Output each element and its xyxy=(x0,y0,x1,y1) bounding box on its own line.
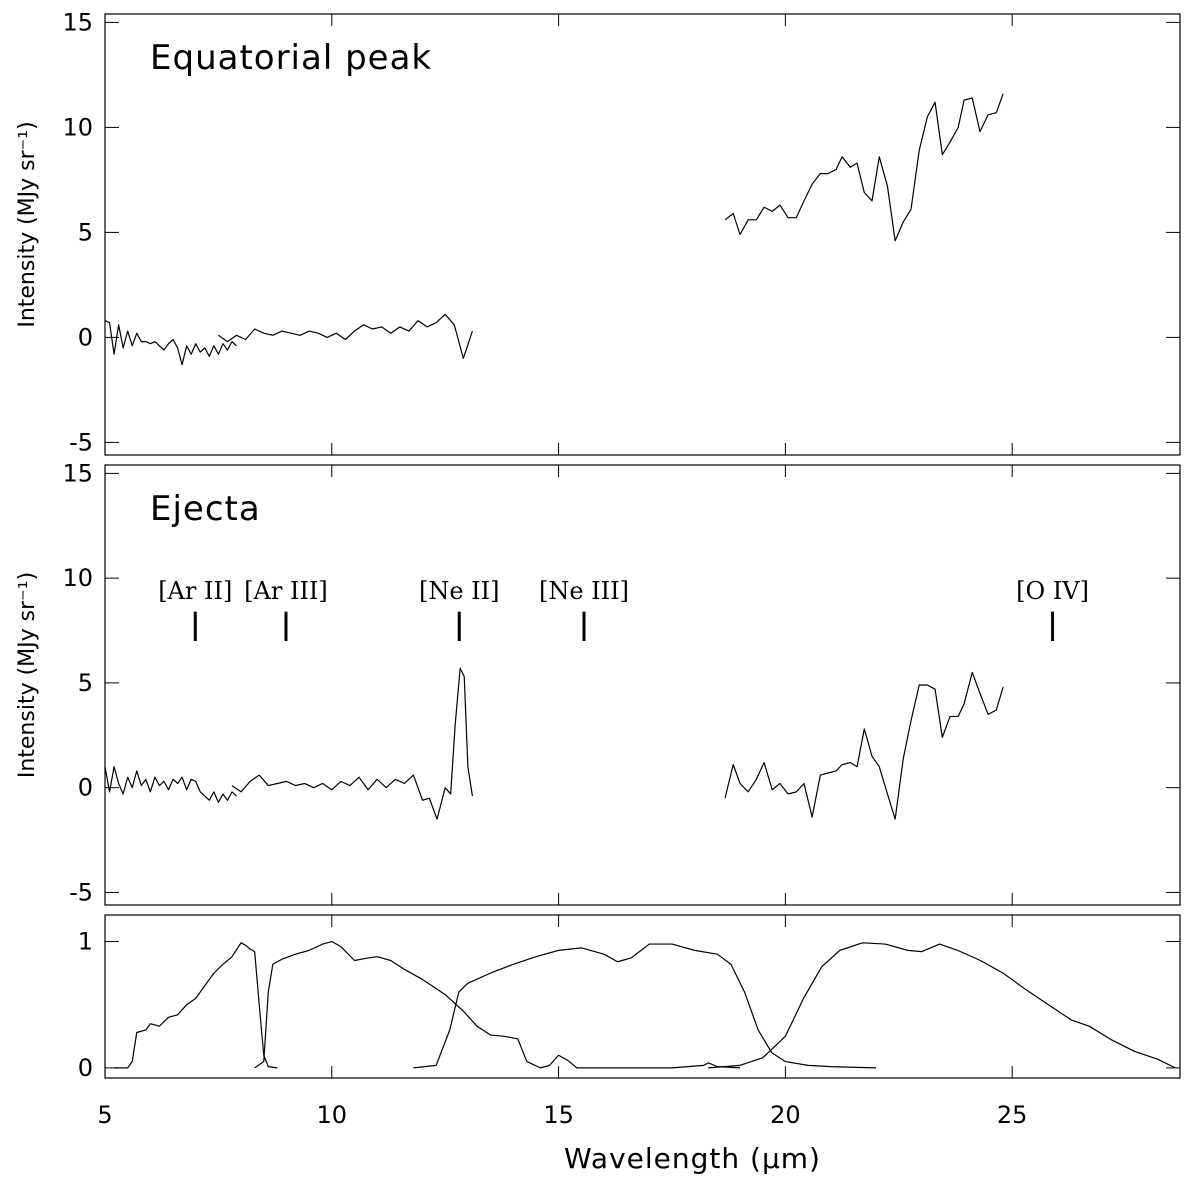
line-label: [Ne III] xyxy=(539,577,629,605)
series-line xyxy=(114,942,278,1069)
series-line xyxy=(724,93,1004,242)
x-tick-label: 5 xyxy=(97,1101,112,1129)
x-tick-label: 15 xyxy=(543,1101,574,1129)
panel-title: Ejecta xyxy=(150,489,261,529)
series-line xyxy=(104,320,237,366)
y-tick-label: -5 xyxy=(69,428,93,456)
series-line xyxy=(104,766,237,803)
series-line xyxy=(708,942,1176,1069)
x-tick-label: 20 xyxy=(770,1101,801,1129)
y-tick-label: 5 xyxy=(78,669,93,697)
y-tick-label: 0 xyxy=(78,774,93,802)
y-tick-label: 10 xyxy=(62,113,93,141)
line-label: [Ar III] xyxy=(244,577,328,605)
y-axis-label: Intensity (MJy sr⁻¹) xyxy=(15,121,40,327)
series-line xyxy=(254,940,741,1069)
panel: 5 10 15 20 25 0 1 Wavelength (μm) xyxy=(78,914,1181,1175)
series-line xyxy=(218,313,473,359)
panel: -5 0 5 10 15 Equatorial peak Intensity (MJy sr… xyxy=(15,8,1181,456)
x-axis-label: Wavelength (μm) xyxy=(564,1142,821,1175)
plot-frame xyxy=(104,13,1181,456)
x-tick-label: 25 xyxy=(997,1101,1028,1129)
series-line xyxy=(724,671,1004,820)
line-label: [Ne II] xyxy=(419,577,500,605)
y-tick-label: 0 xyxy=(78,1054,93,1082)
series-line xyxy=(231,667,474,820)
y-tick-label: 15 xyxy=(62,459,93,487)
panel-title: Equatorial peak xyxy=(150,38,432,78)
y-tick-label: 0 xyxy=(78,323,93,351)
y-tick-label: 15 xyxy=(62,8,93,36)
line-label: [O IV] xyxy=(1016,577,1089,605)
y-tick-label: 5 xyxy=(78,218,93,246)
y-axis-label: Intensity (MJy sr⁻¹) xyxy=(15,572,40,778)
y-tick-label: 1 xyxy=(78,928,93,956)
panel: -5 0 5 10 15 Ejecta Intensity (MJy sr⁻¹) [Ar II… xyxy=(15,459,1181,906)
series-line xyxy=(413,943,877,1069)
y-tick-label: 10 xyxy=(62,564,93,592)
plot-frame xyxy=(104,914,1181,1079)
plot-frame xyxy=(104,464,1181,906)
line-label: [Ar II] xyxy=(158,577,232,605)
y-tick-label: -5 xyxy=(69,878,93,906)
x-tick-label: 10 xyxy=(317,1101,348,1129)
